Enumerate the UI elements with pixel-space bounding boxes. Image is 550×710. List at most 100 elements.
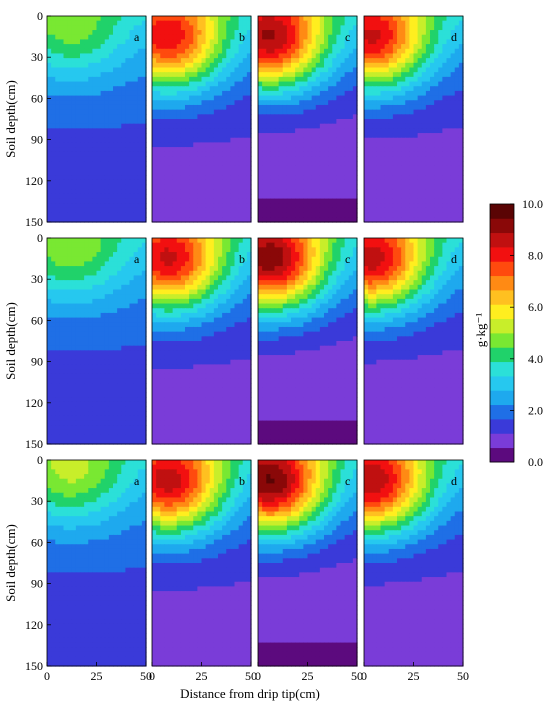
heat-cell <box>299 76 304 83</box>
heat-cell <box>47 100 52 106</box>
heat-cell <box>193 72 198 78</box>
heat-cell <box>311 217 317 223</box>
heat-cell <box>230 161 236 167</box>
heat-cell <box>364 123 369 129</box>
heat-cell <box>376 109 382 115</box>
heat-cell <box>117 252 122 258</box>
heat-cell <box>332 25 337 31</box>
heat-cell <box>84 256 89 263</box>
heat-cell <box>193 207 198 214</box>
heat-cell <box>299 217 304 223</box>
heat-cell <box>446 58 452 64</box>
heat-cell <box>315 156 321 162</box>
heat-cell <box>160 128 165 134</box>
heat-cell <box>205 212 211 218</box>
heat-cell <box>238 123 244 129</box>
heat-cell <box>324 90 329 97</box>
heat-cell <box>340 25 346 31</box>
heat-cell <box>92 247 98 253</box>
heat-cell <box>193 76 198 83</box>
heat-cell <box>413 109 419 115</box>
heat-cell <box>133 72 139 78</box>
heat-cell <box>63 25 69 31</box>
heat-cell <box>315 62 321 69</box>
heat-cell <box>218 207 223 214</box>
heat-cell <box>88 20 93 26</box>
heat-cell <box>133 256 139 263</box>
heat-cell <box>125 238 131 244</box>
heat-cell <box>213 161 219 167</box>
heat-cell <box>246 72 252 78</box>
heat-cell <box>344 114 350 120</box>
heat-cell <box>141 217 147 223</box>
heat-cell <box>286 58 292 64</box>
heat-cell <box>234 81 240 87</box>
heat-cell <box>258 175 263 181</box>
heat-cell <box>168 16 174 22</box>
heat-cell <box>51 48 56 55</box>
heat-cell <box>67 142 73 148</box>
heat-cell <box>67 123 73 129</box>
heat-cell <box>133 151 139 158</box>
heat-cell <box>67 275 73 281</box>
heat-cell <box>222 147 227 153</box>
heat-cell <box>63 261 69 267</box>
heat-cell <box>246 86 252 92</box>
heat-cell <box>213 114 219 120</box>
heat-cell <box>246 67 252 73</box>
heat-cell <box>108 266 114 272</box>
heat-cell <box>234 123 240 129</box>
heat-cell <box>291 137 296 144</box>
heat-cell <box>164 151 170 158</box>
heat-cell <box>274 16 280 22</box>
heat-cell <box>311 104 317 111</box>
heat-cell <box>344 72 350 78</box>
heat-cell <box>185 72 190 78</box>
heat-cell <box>348 142 354 148</box>
heat-cell <box>205 90 211 97</box>
heat-cell <box>180 212 186 218</box>
heat-cell <box>141 294 147 300</box>
heat-cell <box>319 53 325 59</box>
heat-cell <box>401 147 406 153</box>
heat-cell <box>384 184 390 190</box>
heat-cell <box>51 331 56 337</box>
heat-cell <box>104 364 110 370</box>
heat-cell <box>213 62 219 69</box>
heat-cell <box>164 203 170 209</box>
heat-cell <box>141 373 147 380</box>
heat-cell <box>238 156 244 162</box>
heat-cell <box>328 90 333 97</box>
heat-cell <box>307 104 313 111</box>
heat-cell <box>299 165 304 172</box>
heat-cell <box>364 34 369 41</box>
heat-cell <box>380 39 386 45</box>
heat-cell <box>88 142 93 148</box>
heat-cell <box>108 20 114 26</box>
heat-cell <box>230 72 236 78</box>
heat-cell <box>278 58 284 64</box>
heat-cell <box>197 109 203 115</box>
heat-cell <box>67 350 73 356</box>
heat-cell <box>129 212 135 218</box>
heat-cell <box>397 133 402 139</box>
heat-cell <box>168 133 174 139</box>
heat-cell <box>113 137 118 144</box>
heat-cell <box>388 81 394 87</box>
heat-cell <box>156 81 161 87</box>
heat-cell <box>80 137 85 144</box>
heat-cell <box>442 86 448 92</box>
heat-cell <box>100 378 106 384</box>
heat-cell <box>222 95 227 101</box>
heat-cell <box>80 76 85 83</box>
heat-cell <box>51 373 56 380</box>
heat-cell <box>137 128 143 134</box>
heat-cell <box>55 308 60 314</box>
heat-cell <box>137 30 143 36</box>
heat-cell <box>104 331 110 337</box>
heat-cell <box>55 212 60 218</box>
heat-cell <box>311 72 317 78</box>
heat-cell <box>315 193 321 200</box>
heat-cell <box>47 128 52 134</box>
heat-cell <box>413 170 419 176</box>
